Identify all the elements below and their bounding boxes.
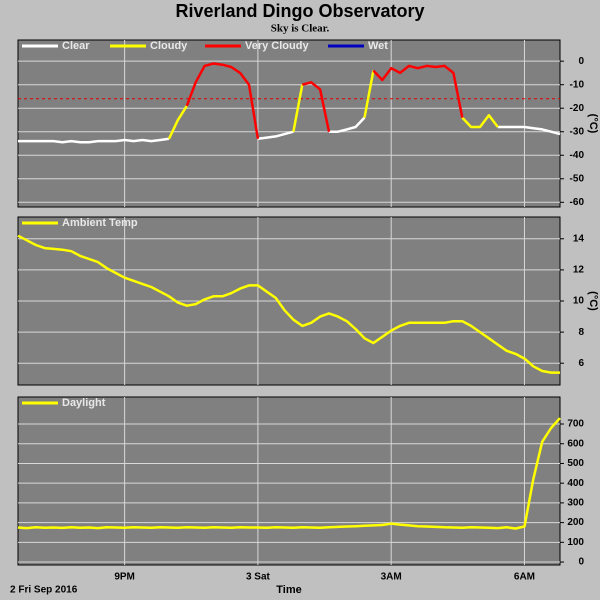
plot-area <box>17 39 561 208</box>
y-tick-label: 8 <box>578 327 584 338</box>
y-tick-label: 700 <box>567 419 584 430</box>
legend-label: Ambient Temp <box>62 217 138 229</box>
y-tick-label: 0 <box>578 56 584 67</box>
y-tick-label: 0 <box>578 557 584 568</box>
date-label: 2 Fri Sep 2016 <box>10 585 78 596</box>
y-tick-label: 200 <box>567 517 584 528</box>
y-tick-label: 10 <box>573 296 585 307</box>
chart-subtitle: Sky is Clear. <box>271 23 330 35</box>
legend-label: Clear <box>62 40 90 52</box>
data-line <box>17 417 561 530</box>
y-tick-label: -30 <box>570 126 585 137</box>
data-line <box>17 234 560 374</box>
y-tick-label: 600 <box>567 438 584 449</box>
x-axis-label: Time <box>276 584 301 596</box>
y-tick-label: 500 <box>567 458 584 469</box>
x-tick-label: 6AM <box>514 572 535 583</box>
y-axis-label: (°C) <box>587 291 599 311</box>
y-tick-label: -10 <box>570 79 585 90</box>
plot-area <box>17 396 561 566</box>
x-tick-label: 3 Sat <box>246 572 271 583</box>
legend-label: Very Cloudy <box>245 40 309 52</box>
data-line <box>167 70 499 140</box>
legend-label: Wet <box>368 40 388 52</box>
x-tick-label: 9PM <box>114 572 135 583</box>
y-axis-label: (°C) <box>587 114 599 134</box>
data-line <box>185 62 464 140</box>
y-tick-label: 300 <box>567 498 584 509</box>
data-line <box>18 116 561 144</box>
y-tick-label: 400 <box>567 478 584 489</box>
y-tick-label: 100 <box>567 537 584 548</box>
y-tick-label: 14 <box>573 233 585 244</box>
chart-title: Riverland Dingo Observatory <box>175 1 424 21</box>
x-tick-label: 3AM <box>381 572 402 583</box>
legend-label: Cloudy <box>150 40 188 52</box>
y-tick-label: 6 <box>578 358 584 369</box>
y-tick-label: -50 <box>570 173 585 184</box>
y-tick-label: -40 <box>570 150 585 161</box>
y-tick-label: -60 <box>570 197 585 208</box>
y-tick-label: -20 <box>570 103 585 114</box>
legend-label: Daylight <box>62 397 106 409</box>
y-tick-label: 12 <box>573 265 585 276</box>
